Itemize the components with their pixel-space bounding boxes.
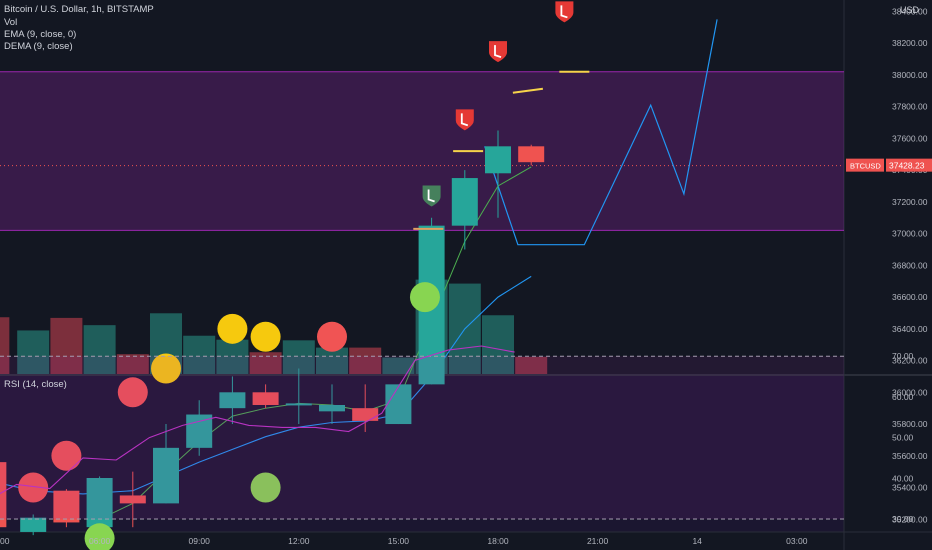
candle-body	[53, 490, 80, 523]
symbol-title[interactable]: Bitcoin / U.S. Dollar, 1h, BITSTAMP	[4, 4, 154, 15]
signal-flag-glyph	[460, 113, 469, 127]
signal-circle	[151, 353, 181, 384]
time-tick-label: 03:00	[786, 536, 808, 546]
signal-flag-icon	[422, 185, 441, 207]
symbol-tag-label: BTCUSD	[850, 162, 881, 171]
last-price-label: 37428.23	[889, 161, 925, 171]
candle-body	[385, 384, 412, 425]
signal-circle	[117, 377, 148, 408]
resistance-zone	[0, 71, 844, 231]
rsi-tick-label: 50.00	[892, 433, 914, 443]
signal-flag-icon	[489, 41, 507, 63]
signal-circle	[250, 472, 281, 503]
candle-body	[485, 146, 511, 174]
candle-body	[0, 462, 7, 528]
candle-body	[252, 392, 279, 405]
price-tick-label: 36800.00	[892, 260, 928, 270]
volume-bar	[349, 347, 382, 374]
price-tick-label: 37600.00	[892, 133, 928, 143]
rsi-layer	[0, 345, 844, 520]
volume-bar	[50, 317, 83, 374]
rsi-band	[0, 356, 844, 519]
candle-body	[119, 495, 146, 504]
volume-bar	[282, 340, 315, 374]
rsi-tick-label: 40.00	[892, 473, 914, 483]
price-tick-label: 38200.00	[892, 38, 928, 48]
resistance-zone-layer	[0, 71, 844, 231]
price-tick-label: 36600.00	[892, 292, 928, 302]
volume-bar	[183, 335, 216, 374]
candle-body	[518, 146, 545, 163]
signal-flag-icon	[455, 109, 474, 131]
time-tick-label: 06:00	[89, 536, 111, 546]
price-tick-label: 36000.00	[892, 387, 928, 397]
rsi-tick-label: 70.00	[892, 351, 914, 361]
signal-circle	[51, 440, 82, 471]
price-tick-label: 37200.00	[892, 197, 928, 207]
rsi-indicator-label[interactable]: RSI (14, close)	[4, 379, 67, 390]
signal-flag-icon	[555, 1, 574, 23]
axis-layer: 35200.00 35400.00 35600.00 35800.00 36000.00…	[0, 6, 932, 546]
volume-bar	[0, 317, 10, 374]
price-tick-label: 37000.00	[892, 229, 928, 239]
time-tick-label: 00	[0, 536, 10, 546]
ema-indicator-label[interactable]: EMA (9, close, 0)	[4, 29, 77, 40]
time-tick-label: 15:00	[388, 536, 410, 546]
signal-flag-glyph	[560, 5, 568, 19]
rsi-tick-label: 60.00	[892, 392, 914, 402]
volume-bar	[17, 330, 50, 374]
time-tick-label: 18:00	[487, 536, 509, 546]
candle-body	[219, 392, 246, 409]
markers-layer	[18, 1, 590, 550]
candle-body	[451, 178, 478, 226]
forecast-layer	[484, 19, 718, 246]
signal-circle	[250, 321, 281, 352]
candle-body	[186, 414, 213, 448]
volume-bar	[316, 347, 348, 374]
time-tick-label: 14	[692, 536, 702, 546]
price-tick-label: 35800.00	[892, 419, 928, 429]
rsi-tick-label: 30.00	[892, 514, 914, 524]
signal-flag-glyph	[494, 45, 502, 58]
signal-circle	[409, 282, 440, 313]
signal-circle	[18, 472, 49, 503]
price-tick-label: 36400.00	[892, 324, 928, 334]
candle-body	[352, 408, 379, 421]
signal-circle	[317, 321, 347, 352]
rsi-line	[0, 345, 515, 495]
volume-bar	[382, 357, 415, 374]
forecast-line	[484, 19, 718, 246]
symbol-tag	[846, 158, 884, 172]
signal-circle	[84, 523, 115, 550]
signal-tick	[512, 87, 544, 94]
dema-indicator-label[interactable]: DEMA (9, close)	[4, 41, 73, 52]
candle-body	[20, 517, 47, 532]
price-tick-label: 38000.00	[892, 70, 928, 80]
time-tick-label: 21:00	[587, 536, 609, 546]
volume-bar	[482, 315, 514, 374]
volume-indicator-label[interactable]: Vol	[4, 17, 18, 28]
volume-bar	[83, 325, 116, 374]
candle-body	[153, 447, 179, 504]
last-price-tag	[886, 158, 932, 172]
time-tick-label: 09:00	[189, 536, 211, 546]
candle-body	[285, 403, 312, 406]
price-tick-label: 37800.00	[892, 102, 928, 112]
price-tick-label: 35400.00	[892, 483, 928, 493]
signal-flag-glyph	[427, 189, 435, 203]
volume-bar	[216, 339, 249, 374]
price-tick-label: 36200.00	[892, 356, 928, 366]
price-tick-label: 35200.00	[892, 514, 928, 524]
price-tick-label: 35600.00	[892, 451, 928, 461]
signal-circle	[217, 313, 248, 344]
time-tick-label: 12:00	[288, 536, 310, 546]
volume-bar	[116, 354, 149, 374]
price-tick-label: 38400.00	[892, 6, 928, 16]
currency-label[interactable]: USD	[900, 5, 920, 15]
volume-bar	[515, 356, 548, 374]
volume-bar	[249, 352, 282, 374]
candle-body	[319, 404, 345, 412]
